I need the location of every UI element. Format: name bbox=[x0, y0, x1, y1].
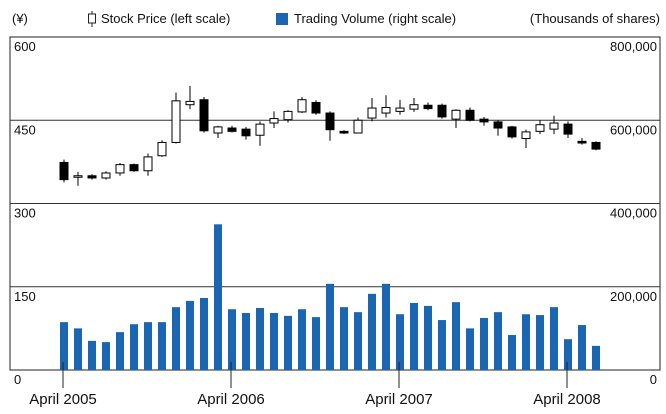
volume-bar bbox=[144, 322, 152, 370]
candle-body bbox=[437, 104, 447, 118]
volume-bar bbox=[116, 332, 124, 370]
candle-body bbox=[591, 141, 601, 150]
x-tick-label: April 2005 bbox=[29, 391, 97, 408]
candle-body bbox=[577, 140, 587, 144]
legend-candle-icon bbox=[88, 13, 96, 24]
legend-label: Stock Price (left scale) bbox=[101, 11, 230, 26]
y-tick-label: 450 bbox=[14, 122, 36, 137]
candle-body bbox=[339, 130, 349, 134]
right-unit: (Thousands of shares) bbox=[530, 11, 660, 26]
volume-bar bbox=[564, 339, 572, 370]
candle-body bbox=[563, 123, 573, 135]
volume-bar bbox=[438, 320, 446, 370]
candle-body bbox=[465, 109, 475, 121]
volume-bar bbox=[340, 307, 348, 370]
candle-body bbox=[87, 175, 97, 179]
x-tick-label: April 2006 bbox=[197, 391, 265, 408]
candle-body bbox=[521, 131, 531, 140]
volume-bar bbox=[214, 224, 222, 370]
volume-bar bbox=[256, 307, 264, 370]
x-tick-label: April 2008 bbox=[533, 391, 601, 408]
candle-body bbox=[297, 99, 307, 113]
volume-bar bbox=[368, 293, 376, 370]
candle-body bbox=[213, 126, 223, 134]
y2-tick-label: 600,000 bbox=[610, 122, 657, 137]
volume-bar bbox=[396, 314, 404, 370]
candle-body bbox=[227, 127, 237, 132]
candle-body bbox=[507, 126, 517, 138]
candle-body bbox=[157, 141, 167, 157]
volume-bar bbox=[508, 335, 516, 370]
candle-body bbox=[353, 119, 363, 134]
volume-bar bbox=[326, 283, 334, 370]
volume-bar bbox=[536, 315, 544, 370]
volume-bar bbox=[200, 297, 208, 370]
left-unit: (¥) bbox=[12, 11, 28, 26]
y-tick-label: 150 bbox=[14, 289, 36, 304]
y2-tick-label: 0 bbox=[650, 372, 657, 387]
volume-bar bbox=[578, 325, 586, 370]
candle-body bbox=[129, 164, 139, 172]
candle-body bbox=[325, 112, 335, 131]
candle-body bbox=[143, 156, 153, 172]
volume-bar bbox=[494, 312, 502, 370]
y-tick-label: 300 bbox=[14, 206, 36, 221]
candle-body bbox=[255, 123, 265, 136]
candle-body bbox=[241, 128, 251, 137]
candle-body bbox=[185, 100, 195, 106]
candle-body bbox=[493, 121, 503, 129]
volume-bar bbox=[186, 300, 194, 370]
volume-bar bbox=[354, 312, 362, 370]
volume-bar bbox=[60, 322, 68, 370]
volume-bar bbox=[550, 307, 558, 370]
volume-bar bbox=[242, 312, 250, 370]
candle-body bbox=[395, 107, 405, 112]
volume-bar bbox=[522, 314, 530, 370]
volume-bar bbox=[130, 324, 138, 370]
candle-body bbox=[451, 109, 461, 120]
candle-body bbox=[199, 99, 209, 132]
volume-bar bbox=[382, 283, 390, 370]
y-tick-label: 0 bbox=[14, 372, 21, 387]
volume-bar bbox=[74, 328, 82, 370]
volume-bar bbox=[592, 345, 600, 370]
volume-bar bbox=[158, 322, 166, 370]
candle-body bbox=[115, 164, 125, 174]
volume-bar bbox=[452, 302, 460, 370]
candle-body bbox=[269, 118, 279, 124]
candle-body bbox=[423, 104, 433, 110]
y2-tick-label: 800,000 bbox=[610, 39, 657, 54]
legend-swatch bbox=[276, 13, 288, 25]
candle-body bbox=[59, 161, 69, 181]
candle-body bbox=[409, 104, 419, 110]
candle-body bbox=[311, 101, 321, 114]
candle-body bbox=[73, 175, 83, 178]
volume-bar bbox=[480, 317, 488, 370]
y-tick-label: 600 bbox=[14, 39, 36, 54]
volume-bar bbox=[298, 309, 306, 370]
candle-body bbox=[535, 124, 545, 132]
volume-bar bbox=[284, 315, 292, 370]
candle-body bbox=[479, 118, 489, 123]
volume-bar bbox=[312, 317, 320, 370]
y2-tick-label: 200,000 bbox=[610, 289, 657, 304]
candle-body bbox=[171, 100, 181, 143]
y2-tick-label: 400,000 bbox=[610, 206, 657, 221]
volume-bar bbox=[424, 305, 432, 370]
volume-bar bbox=[228, 309, 236, 370]
candle-body bbox=[283, 110, 293, 121]
candle-body bbox=[381, 106, 391, 114]
volume-bar bbox=[410, 302, 418, 370]
candle-body bbox=[101, 172, 111, 179]
x-tick-label: April 2007 bbox=[365, 391, 433, 408]
volume-bar bbox=[88, 340, 96, 370]
volume-bar bbox=[270, 312, 278, 370]
candle-body bbox=[549, 122, 559, 130]
volume-bar bbox=[102, 342, 110, 370]
volume-bar bbox=[466, 328, 474, 370]
volume-bar bbox=[172, 307, 180, 370]
candle-body bbox=[367, 107, 377, 119]
legend-label: Trading Volume (right scale) bbox=[294, 11, 456, 26]
